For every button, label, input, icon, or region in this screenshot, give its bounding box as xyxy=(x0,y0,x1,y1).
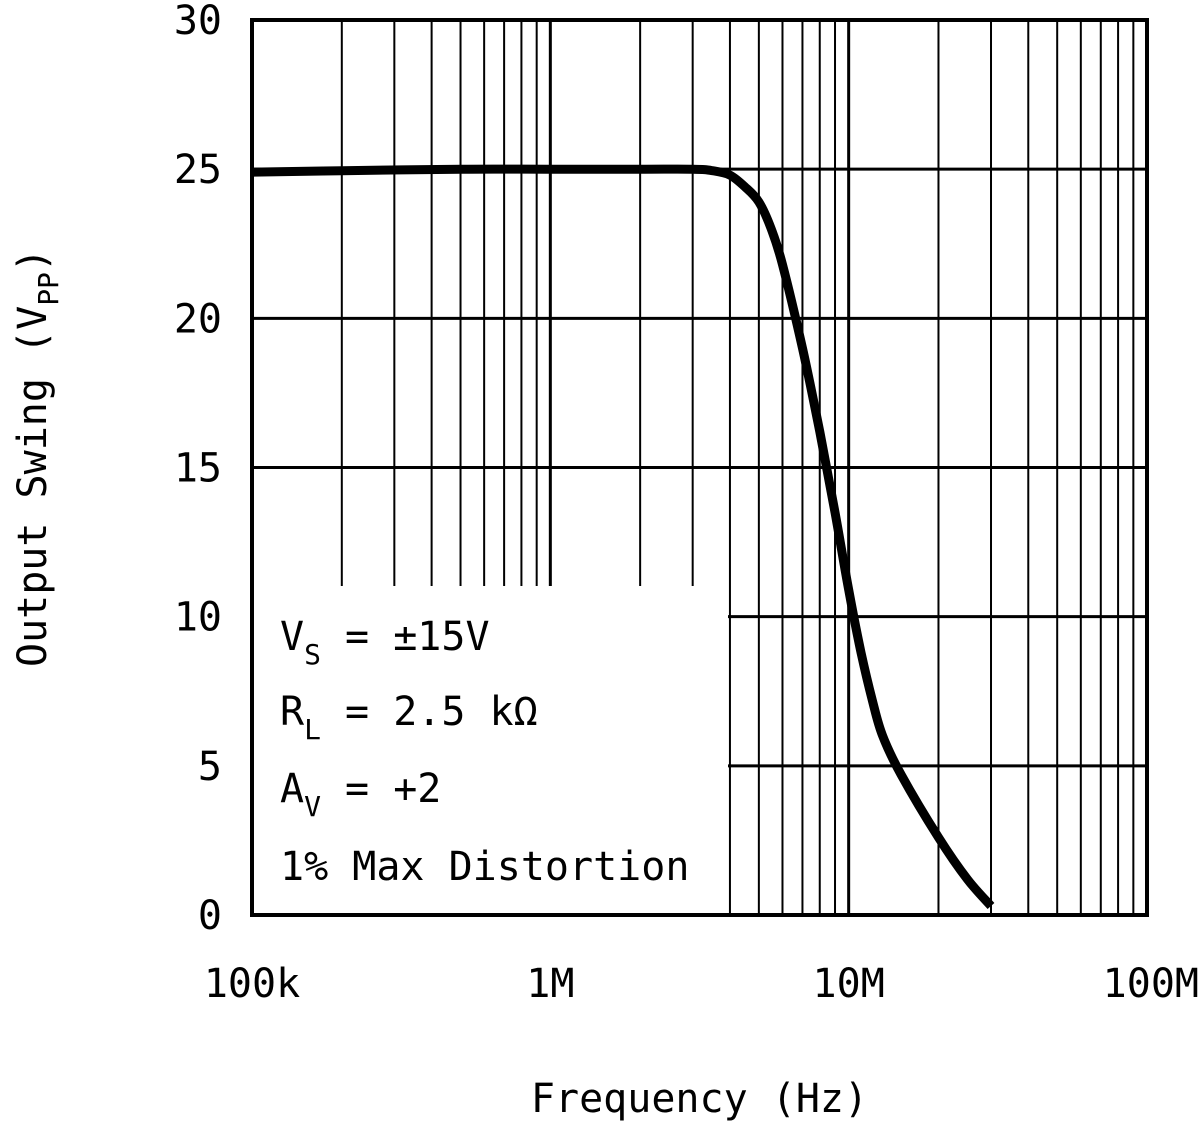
y-axis-label: Output Swing (VPP) xyxy=(10,248,65,667)
y-tick-label: 10 xyxy=(174,595,222,641)
plot-frame xyxy=(250,18,1149,917)
annotation-subscript: L xyxy=(304,713,321,746)
x-tick-label: 100k xyxy=(204,961,300,1007)
x-tick-label: 100M xyxy=(1103,961,1199,1007)
y-axis-label-subscript: PP xyxy=(32,272,65,306)
y-tick-label: 25 xyxy=(174,147,222,193)
y-tick-label: 15 xyxy=(174,446,222,492)
annotation-line-0: VS = ±15V xyxy=(280,614,490,671)
annotation-main: V xyxy=(280,614,304,660)
annotation-line-1: RL = 2.5 kΩ xyxy=(280,689,538,746)
annotation-subscript: V xyxy=(304,790,321,823)
y-tick-label: 20 xyxy=(174,296,222,342)
x-tick-label: 1M xyxy=(526,961,574,1007)
y-tick-label: 30 xyxy=(174,0,222,44)
annotation-subscript: S xyxy=(304,638,321,671)
series-layer xyxy=(251,164,995,910)
x-axis-label: Frequency (Hz) xyxy=(531,1076,868,1122)
y-axis-label-close: ) xyxy=(10,248,56,272)
annotation-rest: = +2 xyxy=(321,766,441,812)
series-line-0 xyxy=(251,164,995,910)
y-tick-label: 0 xyxy=(198,893,222,939)
annotation-rest: = ±15V xyxy=(321,614,490,660)
annotation-line-3: 1% Max Distortion xyxy=(280,844,689,890)
tick-labels: 0 5 10 15 20 25 30 100k 1M 10M 100M xyxy=(174,0,1199,1007)
annotation-line-2: AV = +2 xyxy=(280,766,441,823)
y-axis-label-main: Output Swing (V xyxy=(10,306,56,667)
annotation-box-background xyxy=(254,586,728,913)
x-tick-label: 10M xyxy=(813,961,885,1007)
annotation-rest: = 2.5 kΩ xyxy=(321,689,538,735)
annotation-main: A xyxy=(280,766,304,812)
y-tick-label: 5 xyxy=(198,744,222,790)
annotation-main: R xyxy=(280,689,305,735)
annotation-main: 1% Max Distortion xyxy=(280,844,689,890)
